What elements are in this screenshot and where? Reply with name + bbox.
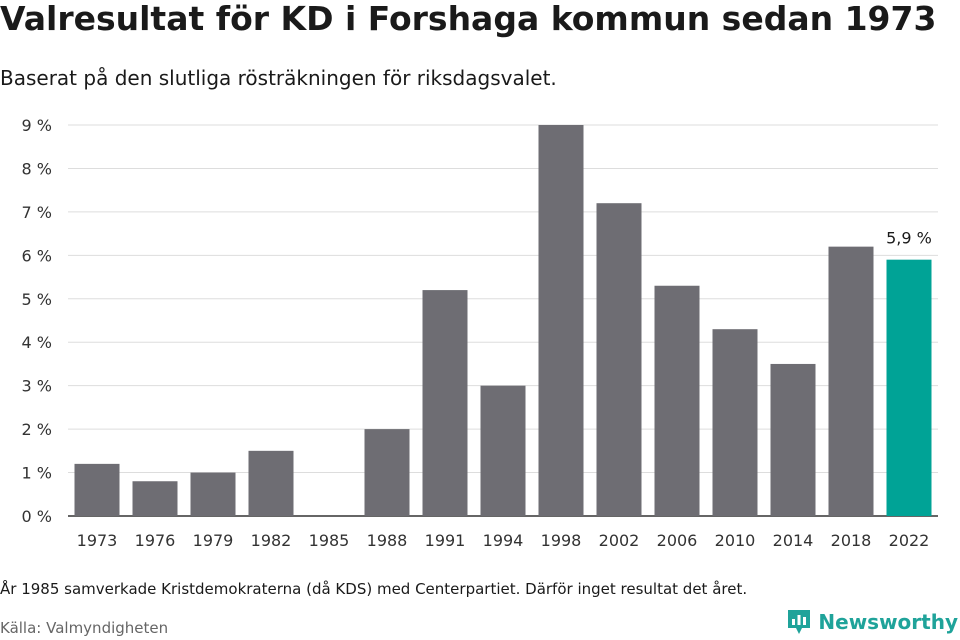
bar-1994 [480,385,526,516]
source-text: Källa: Valmyndigheten [0,619,169,637]
x-tick-label: 2010 [715,531,756,550]
y-tick-label: 6 % [22,246,52,265]
x-tick-label: 1979 [193,531,234,550]
bar-1976 [132,481,178,516]
page-title: Valresultat för KD i Forshaga kommun sed… [0,0,937,38]
x-tick-label: 2006 [657,531,698,550]
x-tick-label: 1973 [77,531,118,550]
x-tick-label: 1982 [251,531,292,550]
footnote: År 1985 samverkade Kristdemokraterna (då… [0,580,748,598]
bar-1988 [364,429,410,516]
x-tick-label: 1991 [425,531,466,550]
y-tick-label: 5 % [22,290,52,309]
bar-1998 [538,125,584,516]
page-subtitle: Baserat på den slutliga rösträkningen fö… [0,66,557,90]
x-tick-label: 1998 [541,531,582,550]
bar-2022 [886,259,932,516]
brand: Newsworthy [786,608,958,636]
bar-2006 [654,285,700,516]
x-tick-label: 1985 [309,531,350,550]
x-tick-label: 2002 [599,531,640,550]
y-tick-label: 0 % [22,507,52,526]
x-tick-label: 2014 [773,531,814,550]
x-tick-label: 1988 [367,531,408,550]
x-tick-label: 1994 [483,531,524,550]
bar-2018 [828,246,874,516]
y-tick-label: 4 % [22,333,52,352]
bar-2010 [712,329,758,516]
data-label: 5,9 % [886,229,932,248]
x-tick-label: 2018 [831,531,872,550]
bar-1979 [190,472,236,516]
bar-2002 [596,203,642,516]
x-tick-label: 2022 [889,531,930,550]
bar-1973 [74,463,120,516]
newsworthy-logo-icon [788,610,811,634]
brand-name: Newsworthy [818,610,958,634]
x-tick-label: 1976 [135,531,176,550]
bar-1982 [248,450,294,516]
y-tick-label: 2 % [22,420,52,439]
y-tick-label: 8 % [22,159,52,178]
bar-2014 [770,363,816,516]
y-tick-label: 9 % [22,116,52,135]
y-tick-label: 1 % [22,464,52,483]
bar-1991 [422,290,468,516]
y-tick-label: 7 % [22,203,52,222]
y-tick-label: 3 % [22,377,52,396]
